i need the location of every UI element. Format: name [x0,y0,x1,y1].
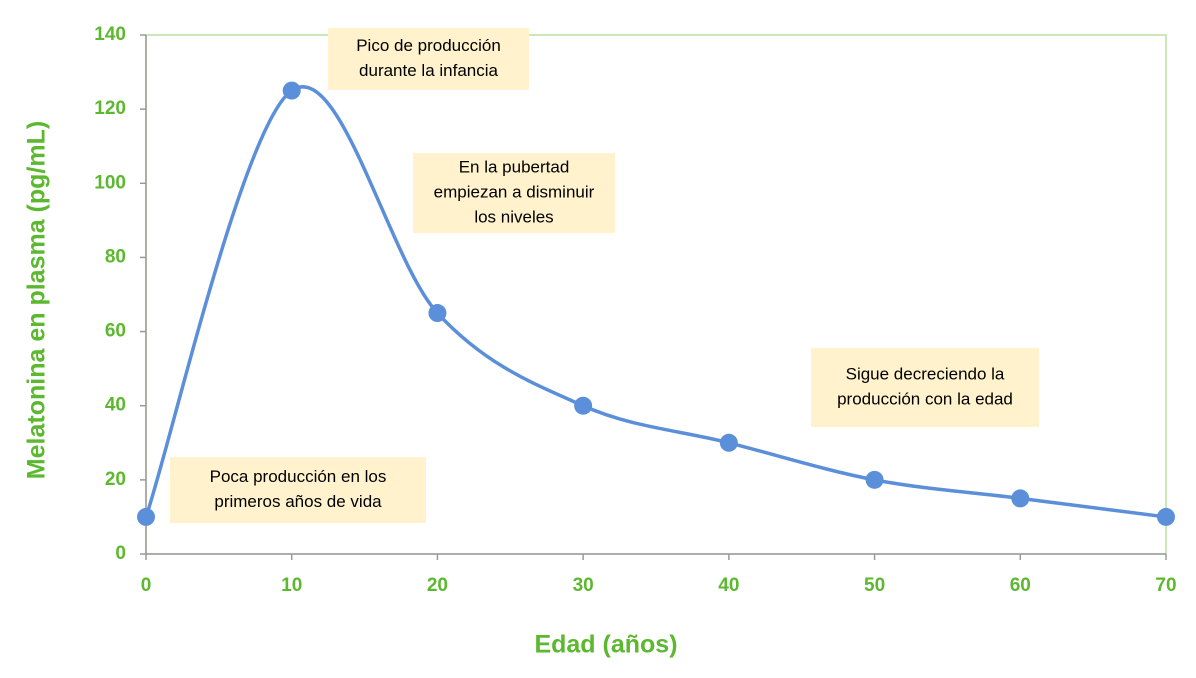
point [282,81,301,100]
x-tick-label: 70 [1155,575,1176,596]
y-tick-label: 120 [94,98,126,119]
x-tick-label: 50 [864,575,885,596]
point [428,304,447,323]
x-tick-label: 10 [281,575,302,596]
annotation: En la pubertad [459,157,570,176]
annotation-box [328,28,529,90]
annotation: Sigue decreciendo la [846,364,1005,383]
x-axis-title: Edad (años) [534,631,677,659]
y-tick-label: 100 [94,172,126,193]
point [137,507,155,526]
x-tick-label: 60 [1010,575,1031,596]
point [1011,489,1030,508]
point [1157,507,1175,526]
x-tick-label: 40 [718,575,739,596]
annotation: producción con la edad [837,389,1013,408]
y-tick-label: 0 [115,543,126,564]
annotation-box [170,457,426,523]
annotation-box [811,348,1039,427]
point [574,396,593,415]
y-axis-title: Melatonina en plasma (pg/mL) [23,121,51,479]
x-tick-label: 20 [427,575,448,596]
annotation: los niveles [474,207,553,226]
point [719,433,738,452]
line [144,85,1167,519]
annotation: empiezan a disminuir [434,182,595,201]
y-tick-label: 40 [105,395,126,416]
x-tick-label: 30 [573,575,594,596]
annotation: Pico de producción [356,36,501,55]
y-tick-label: 20 [105,469,126,490]
annotation-box [413,153,615,233]
y-tick-label: 80 [105,246,126,267]
annotation: Poca producción en los [210,467,387,486]
annotation: durante la infancia [359,61,498,80]
point [865,470,884,489]
y-tick-label: 60 [105,321,126,342]
x-tick-label: 0 [141,575,152,596]
annotation: primeros años de vida [214,492,382,511]
y-tick-label: 140 [94,24,126,45]
